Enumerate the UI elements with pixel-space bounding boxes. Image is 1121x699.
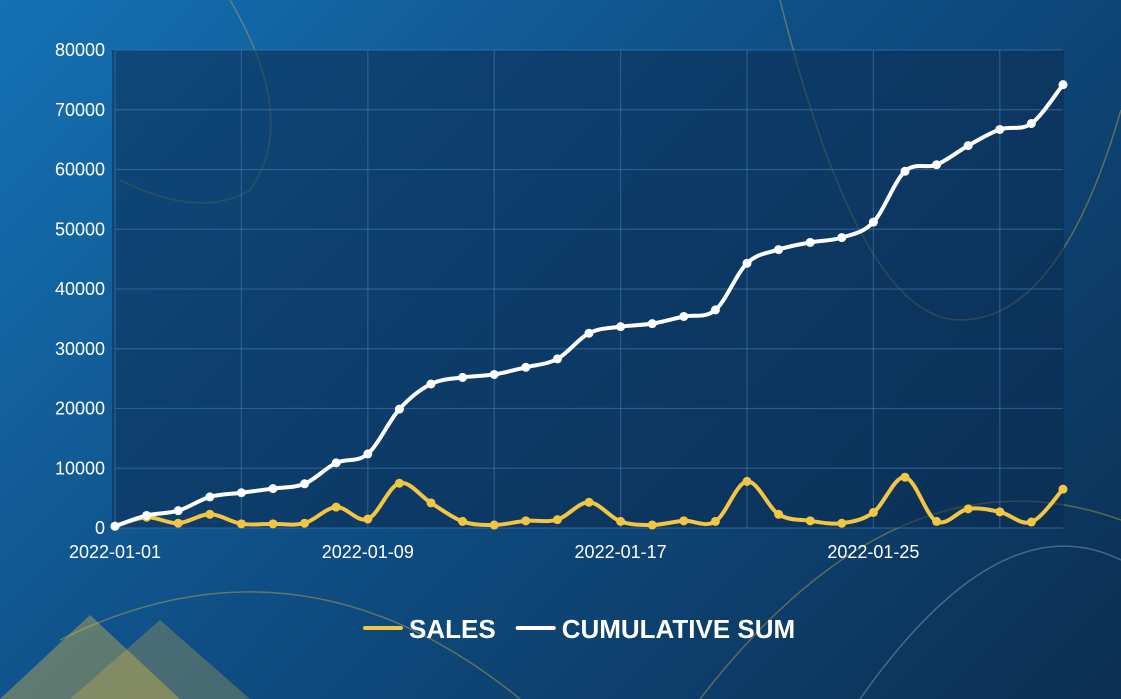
data-point: [584, 497, 594, 507]
x-tick-label: 2022-01-17: [575, 542, 667, 562]
data-point: [995, 507, 1005, 517]
data-point: [837, 233, 847, 243]
series-sales: [110, 472, 1068, 531]
data-point: [521, 516, 531, 526]
decorative-triangles: [0, 615, 250, 699]
data-point: [774, 509, 784, 519]
data-point: [552, 515, 562, 525]
data-point: [616, 322, 626, 332]
data-point: [236, 519, 246, 529]
data-point: [932, 516, 942, 526]
y-tick-label: 20000: [55, 399, 105, 419]
y-tick-label: 0: [95, 518, 105, 538]
data-point: [1058, 80, 1068, 90]
data-point: [394, 404, 404, 414]
data-point: [710, 305, 720, 315]
data-point: [426, 498, 436, 508]
data-point: [584, 328, 594, 338]
data-point: [868, 217, 878, 227]
series-layer: [110, 80, 1068, 531]
y-tick-label: 50000: [55, 219, 105, 239]
data-point: [458, 372, 468, 382]
data-point: [426, 379, 436, 389]
data-point: [489, 369, 499, 379]
data-point: [173, 506, 183, 516]
legend: SALES CUMULATIVE SUM: [363, 614, 796, 644]
y-tick-label: 30000: [55, 339, 105, 359]
y-tick-label: 40000: [55, 279, 105, 299]
y-axis-ticks: 0 10000 20000 30000 40000 50000 60000 70000 8000…: [55, 40, 105, 538]
data-point: [300, 479, 310, 489]
data-point: [521, 362, 531, 372]
data-point: [805, 237, 815, 247]
data-point: [268, 484, 278, 494]
data-point: [679, 516, 689, 526]
data-point: [900, 166, 910, 176]
data-point: [1058, 484, 1068, 494]
data-point: [458, 516, 468, 526]
data-point: [616, 516, 626, 526]
data-point: [1026, 118, 1036, 128]
data-point: [647, 520, 657, 530]
data-point: [647, 319, 657, 329]
data-point: [173, 518, 183, 528]
data-point: [363, 514, 373, 524]
data-point: [110, 521, 120, 531]
data-point: [868, 507, 878, 517]
data-point: [331, 458, 341, 468]
data-point: [552, 354, 562, 364]
data-point: [679, 311, 689, 321]
data-point: [300, 518, 310, 528]
data-point: [205, 492, 215, 502]
data-point: [205, 509, 215, 519]
data-point: [710, 516, 720, 526]
data-point: [742, 258, 752, 268]
data-point: [963, 504, 973, 514]
x-axis-ticks: 2022-01-01 2022-01-09 2022-01-17 2022-01-25: [69, 542, 919, 562]
data-point: [963, 141, 973, 151]
x-tick-label: 2022-01-09: [322, 542, 414, 562]
data-point: [236, 488, 246, 498]
data-point: [268, 519, 278, 529]
data-point: [331, 502, 341, 512]
data-point: [1026, 517, 1036, 527]
data-point: [805, 516, 815, 526]
x-tick-label: 2022-01-25: [827, 542, 919, 562]
y-tick-label: 10000: [55, 458, 105, 478]
data-point: [900, 472, 910, 482]
data-point: [394, 478, 404, 488]
data-point: [995, 124, 1005, 134]
legend-label: CUMULATIVE SUM: [562, 614, 796, 644]
data-point: [774, 245, 784, 255]
legend-label: SALES: [409, 614, 496, 644]
x-tick-label: 2022-01-01: [69, 542, 161, 562]
data-point: [932, 160, 942, 170]
y-tick-label: 70000: [55, 100, 105, 120]
data-point: [837, 518, 847, 528]
data-point: [142, 510, 152, 520]
series-cumulative-sum: [110, 80, 1068, 531]
y-tick-label: 80000: [55, 40, 105, 60]
data-point: [489, 520, 499, 530]
y-tick-label: 60000: [55, 160, 105, 180]
data-point: [742, 476, 752, 486]
data-point: [363, 449, 373, 459]
